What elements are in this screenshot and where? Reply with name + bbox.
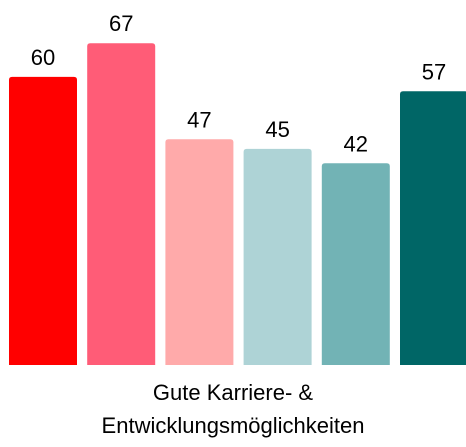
- data-label: 60: [31, 45, 55, 70]
- bar: [321, 163, 390, 365]
- bar: [165, 139, 234, 365]
- bar: [9, 76, 77, 365]
- bar: [400, 91, 466, 365]
- bar: [87, 43, 156, 365]
- data-label: 45: [265, 117, 289, 142]
- data-label: 57: [422, 59, 446, 84]
- bar: [243, 148, 312, 365]
- category-label: Gute Karriere- & Entwicklungsmöglichkeit…: [101, 380, 365, 438]
- data-label: 47: [187, 107, 211, 132]
- data-label: 67: [109, 11, 133, 36]
- data-label: 42: [344, 131, 368, 156]
